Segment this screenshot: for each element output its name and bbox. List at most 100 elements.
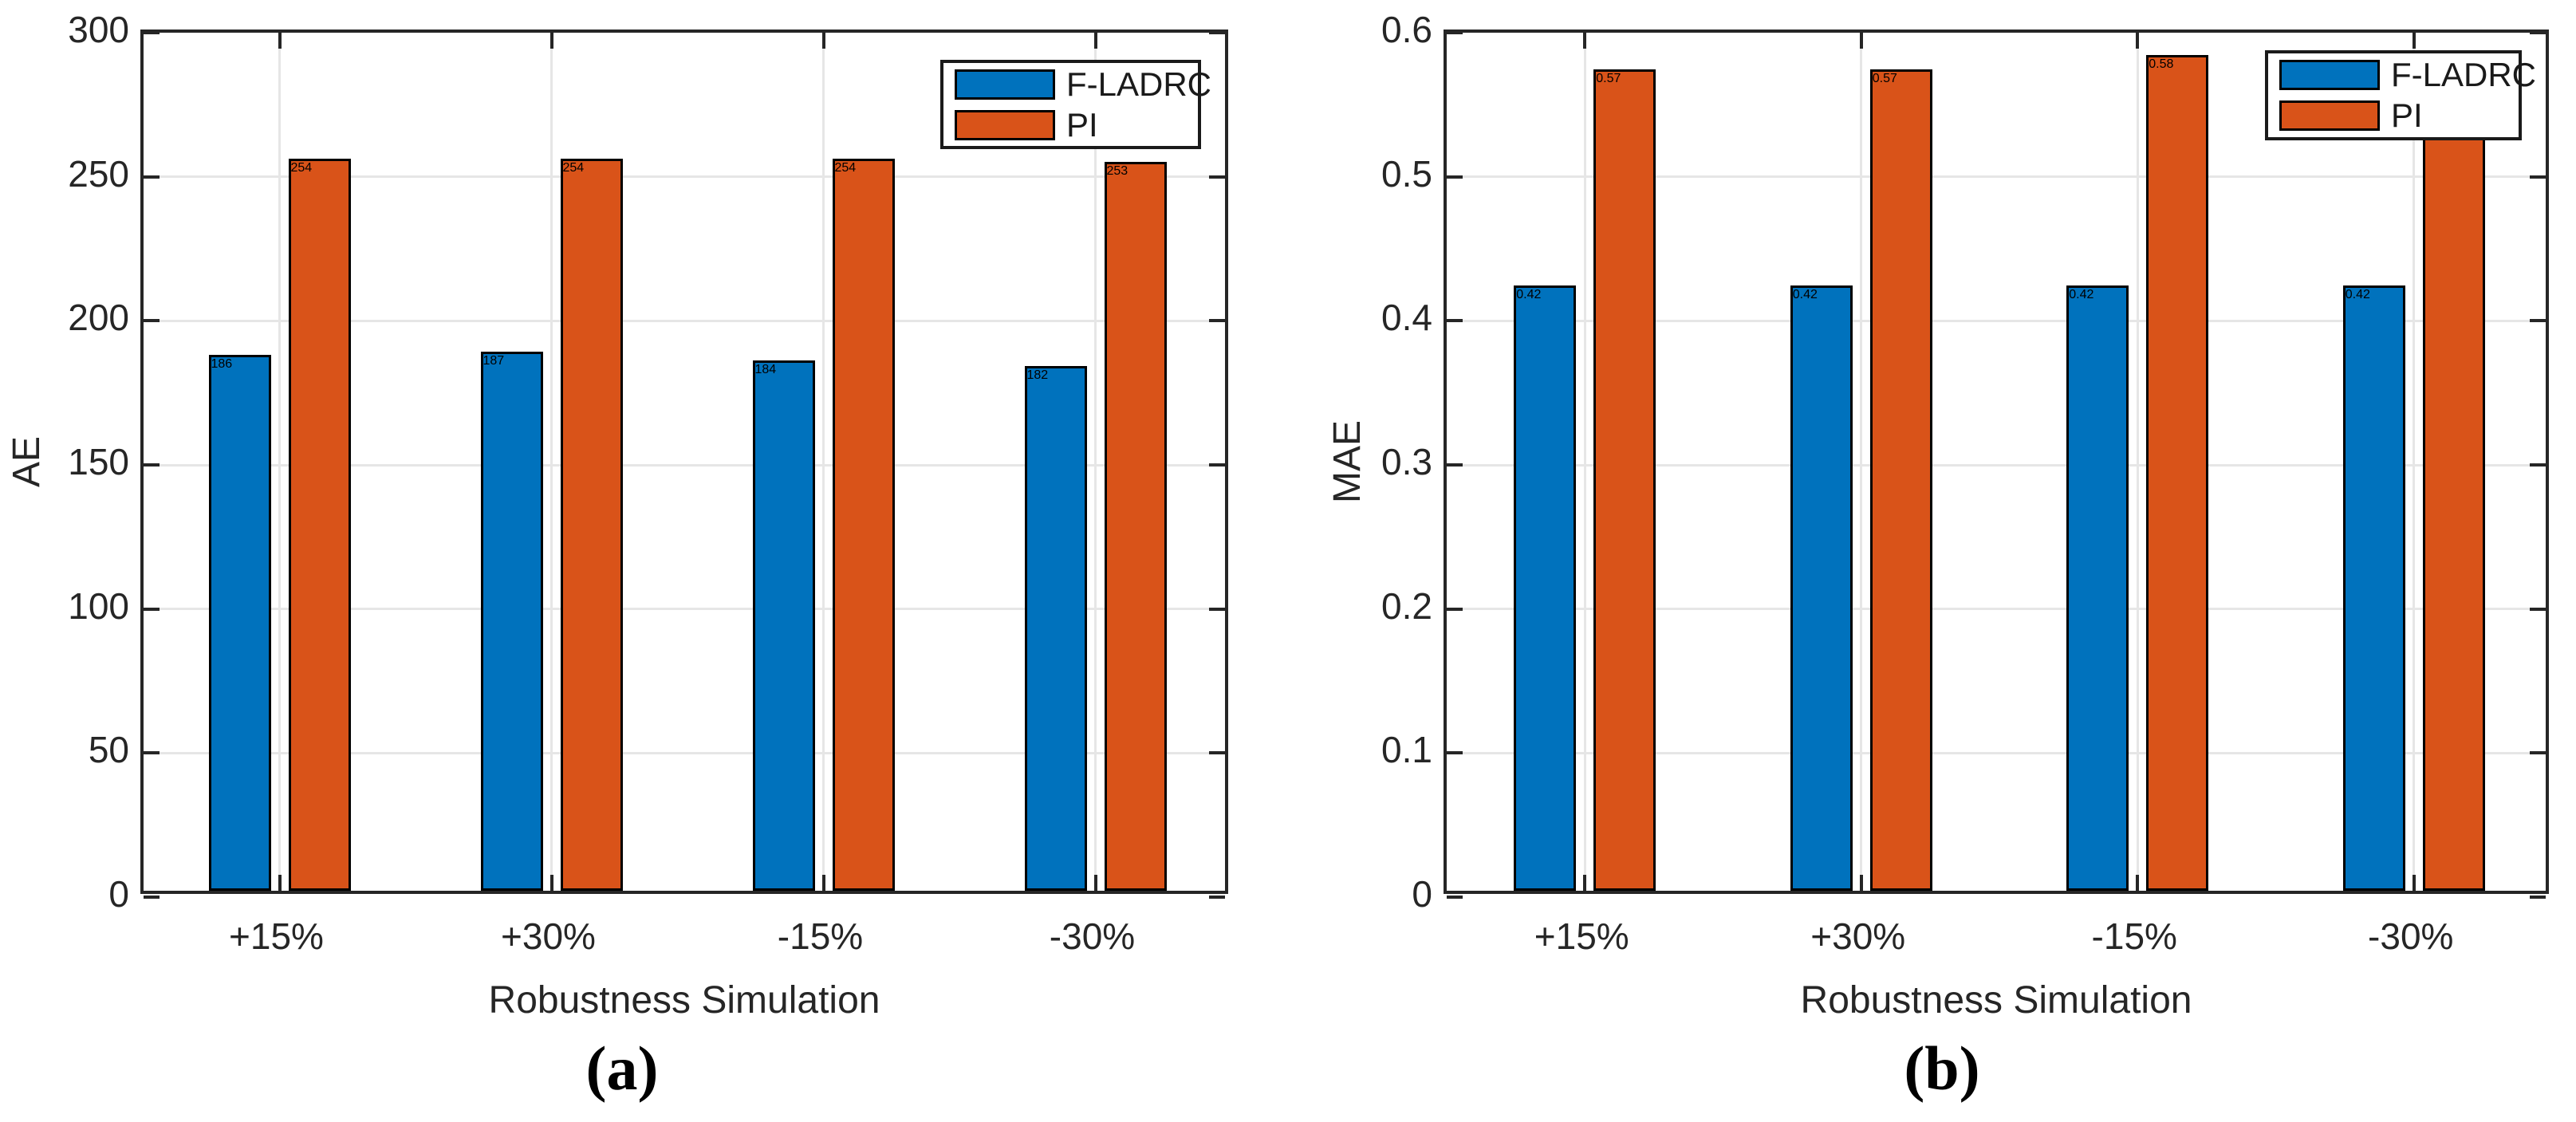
gridline-vertical xyxy=(1860,33,1863,891)
x-tick-mark xyxy=(821,875,825,891)
y-axis-tick-label: 0.5 xyxy=(1381,152,1432,195)
y-axis-tick-label: 250 xyxy=(68,152,129,195)
bar-pi--15%: 0.58 xyxy=(2146,55,2209,891)
gridline-horizontal xyxy=(144,319,1225,322)
x-axis-tick-label: -30% xyxy=(1049,915,1136,957)
gridline-horizontal xyxy=(1447,608,2546,611)
x-tick-mark xyxy=(549,33,553,49)
legend-swatch-icon xyxy=(955,69,1055,100)
x-tick-mark xyxy=(1583,33,1587,49)
bar-f-ladrc-+30%: 0.42 xyxy=(1790,285,1853,891)
legend-item-pi: PI xyxy=(955,108,1198,142)
y-tick-mark xyxy=(2530,31,2546,34)
x-tick-mark xyxy=(1583,875,1587,891)
y-tick-mark xyxy=(144,751,160,755)
gridline-horizontal xyxy=(144,608,1225,611)
gridline-horizontal xyxy=(144,463,1225,467)
x-tick-mark xyxy=(278,33,282,49)
y-tick-mark xyxy=(1447,751,1463,755)
y-tick-mark xyxy=(1209,31,1225,34)
bar-f-ladrc--30%: 182 xyxy=(1024,366,1087,891)
x-axis-tick-label: +15% xyxy=(1534,915,1629,957)
x-tick-mark xyxy=(2412,33,2416,49)
y-tick-mark xyxy=(144,463,160,467)
bar-f-ladrc--15%: 184 xyxy=(752,360,815,891)
plot-area: 186 187 184 182 254 254 254 253 xyxy=(140,30,1228,899)
y-axis-tick-label: 0 xyxy=(108,873,129,915)
gridline-horizontal xyxy=(1447,751,2546,754)
y-tick-mark xyxy=(2530,607,2546,611)
y-tick-mark xyxy=(1209,463,1225,467)
y-tick-mark xyxy=(1209,319,1225,323)
x-tick-mark xyxy=(2412,875,2416,891)
bar-f-ladrc-+30%: 187 xyxy=(480,352,543,891)
bar-f-ladrc--15%: 0.42 xyxy=(2066,285,2129,891)
y-axis-tick-label: 0.1 xyxy=(1381,729,1432,771)
x-axis-tick-label: +30% xyxy=(1810,915,1906,957)
panel-caption: (a) xyxy=(585,1033,659,1103)
y-axis-tick-label: 150 xyxy=(68,441,129,482)
y-axis-tick-label: 0.3 xyxy=(1381,441,1432,482)
y-axis-tick-label: 200 xyxy=(68,297,129,339)
x-tick-mark xyxy=(549,875,553,891)
y-tick-mark xyxy=(1209,607,1225,611)
y-tick-mark xyxy=(1447,607,1463,611)
y-axis-tick-label: 0.2 xyxy=(1381,585,1432,627)
y-tick-mark xyxy=(1447,896,1463,899)
bar-pi-+30%: 254 xyxy=(560,159,623,891)
y-tick-mark xyxy=(144,175,160,179)
legend: F-LADRC PI xyxy=(940,60,1211,149)
y-tick-mark xyxy=(2530,896,2546,899)
legend-swatch-icon xyxy=(955,109,1055,140)
legend-item-pi: PI xyxy=(2279,99,2519,132)
y-tick-mark xyxy=(1209,751,1225,755)
legend-item-f-ladrc: F-LADRC xyxy=(2279,58,2536,92)
gridline-horizontal xyxy=(1447,319,2546,322)
gridline-vertical xyxy=(2136,33,2139,891)
panel-caption: (b) xyxy=(1904,1033,1980,1103)
gridline-horizontal xyxy=(144,175,1225,179)
y-tick-mark xyxy=(1209,896,1225,899)
x-axis-tick-label: -30% xyxy=(2368,915,2454,957)
y-tick-mark xyxy=(144,319,160,323)
legend-label: PI xyxy=(2391,96,2423,134)
y-tick-mark xyxy=(144,607,160,611)
gridline-vertical xyxy=(822,33,825,891)
y-tick-mark xyxy=(2530,751,2546,755)
x-tick-mark xyxy=(2136,875,2140,891)
y-tick-mark xyxy=(2530,319,2546,323)
gridline-horizontal xyxy=(1447,463,2546,467)
bar-pi--30%: 253 xyxy=(1104,161,1167,891)
y-tick-mark xyxy=(2530,175,2546,179)
x-tick-mark xyxy=(278,875,282,891)
y-tick-mark xyxy=(1209,175,1225,179)
gridline-vertical xyxy=(1094,33,1097,891)
bar-pi--30%: 0.57 xyxy=(2422,69,2485,891)
gridline-horizontal xyxy=(144,751,1225,754)
y-tick-mark xyxy=(1447,175,1463,179)
gridline-horizontal xyxy=(1447,175,2546,179)
plot-inner: 186 187 184 182 254 254 254 253 xyxy=(144,31,1225,899)
gridline-vertical xyxy=(550,33,553,891)
bar-pi-+15%: 254 xyxy=(288,159,351,891)
bar-f-ladrc-+15%: 186 xyxy=(208,354,271,891)
y-axis-label: MAE xyxy=(1326,419,1369,504)
y-tick-mark xyxy=(1447,319,1463,323)
x-axis-tick-label: +30% xyxy=(501,915,596,957)
legend-label: PI xyxy=(1066,105,1098,144)
y-tick-mark xyxy=(144,31,160,34)
y-axis-tick-label: 0.6 xyxy=(1381,9,1432,50)
plot-area: 0.42 0.42 0.42 0.42 0.57 0.57 0.58 0.57 xyxy=(1444,30,2549,899)
y-axis-tick-label: 0.4 xyxy=(1381,297,1432,339)
y-tick-mark xyxy=(144,896,160,899)
legend-swatch-icon xyxy=(2279,60,2380,90)
x-axis-label: Robustness Simulation xyxy=(1800,979,2192,1022)
x-axis-tick-label: +15% xyxy=(229,915,324,957)
y-axis-tick-label: 300 xyxy=(68,9,129,50)
legend: F-LADRC PI xyxy=(2265,50,2536,140)
y-tick-mark xyxy=(1447,31,1463,34)
y-tick-mark xyxy=(1447,463,1463,467)
x-tick-mark xyxy=(2136,33,2140,49)
y-axis-label: AE xyxy=(6,435,48,488)
